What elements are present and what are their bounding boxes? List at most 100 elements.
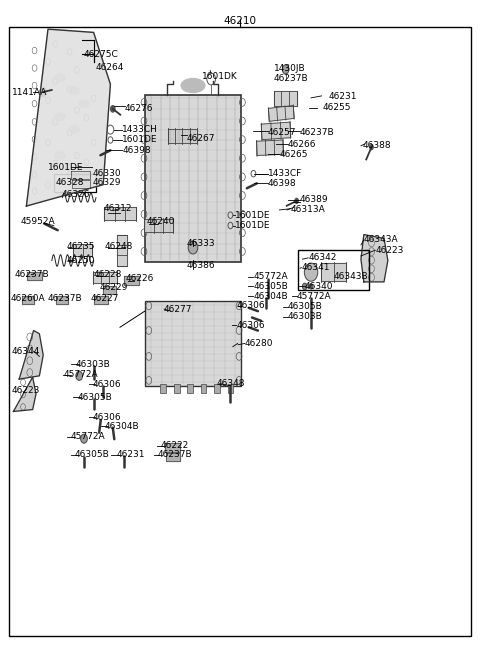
Text: 46255: 46255: [323, 103, 351, 112]
Text: 46389: 46389: [300, 195, 328, 204]
Text: 46229: 46229: [100, 283, 128, 292]
Text: 46276: 46276: [125, 104, 153, 113]
Bar: [228, 384, 233, 393]
Polygon shape: [103, 286, 116, 294]
Text: 46237B: 46237B: [48, 294, 83, 303]
Circle shape: [76, 371, 83, 380]
Bar: [160, 384, 166, 393]
Text: 46305B: 46305B: [74, 450, 109, 459]
Polygon shape: [71, 171, 90, 179]
Bar: [145, 95, 241, 262]
Polygon shape: [165, 443, 180, 452]
Text: 46257: 46257: [268, 128, 296, 137]
Bar: [174, 384, 180, 393]
Text: 45952A: 45952A: [20, 217, 55, 226]
Text: 46237B: 46237B: [157, 450, 192, 459]
Text: 46237B: 46237B: [14, 270, 49, 279]
Polygon shape: [26, 29, 110, 206]
Text: 46304B: 46304B: [253, 292, 288, 301]
Text: 46348: 46348: [217, 379, 245, 388]
Polygon shape: [105, 207, 135, 220]
Text: 45772A: 45772A: [63, 370, 98, 379]
Text: 46223: 46223: [375, 246, 404, 255]
Circle shape: [304, 263, 318, 281]
Text: 46306: 46306: [92, 413, 121, 422]
Text: 1433CF: 1433CF: [268, 169, 302, 178]
Polygon shape: [73, 244, 92, 256]
Text: 46386: 46386: [186, 261, 215, 270]
Polygon shape: [257, 140, 283, 156]
Text: 46330: 46330: [92, 169, 121, 178]
Text: 46303B: 46303B: [76, 360, 110, 369]
Text: 46306: 46306: [236, 301, 265, 310]
Text: 46231: 46231: [329, 92, 357, 101]
Polygon shape: [168, 129, 197, 143]
Polygon shape: [274, 91, 297, 106]
Text: 46235: 46235: [66, 242, 95, 251]
Polygon shape: [94, 296, 108, 304]
Text: 46312: 46312: [103, 204, 132, 213]
Ellipse shape: [181, 78, 205, 93]
Text: 46237B: 46237B: [300, 128, 335, 137]
Text: 46265: 46265: [279, 150, 308, 159]
Polygon shape: [117, 235, 127, 266]
Text: 46231: 46231: [116, 450, 144, 459]
Text: 46260A: 46260A: [11, 294, 45, 303]
Ellipse shape: [69, 87, 80, 95]
Text: 46328: 46328: [55, 178, 84, 187]
Ellipse shape: [79, 100, 89, 108]
Polygon shape: [321, 263, 346, 281]
Polygon shape: [124, 276, 139, 285]
Text: 46227: 46227: [90, 294, 119, 303]
Text: 46326: 46326: [61, 190, 90, 199]
Text: 1430JB: 1430JB: [274, 64, 305, 73]
Text: 46240: 46240: [146, 217, 175, 226]
Circle shape: [81, 434, 87, 443]
Text: 46228: 46228: [94, 270, 122, 279]
Text: 1433CH: 1433CH: [122, 125, 158, 134]
Polygon shape: [268, 106, 294, 121]
Circle shape: [282, 65, 289, 74]
Polygon shape: [13, 377, 36, 411]
Text: 46343B: 46343B: [334, 272, 368, 281]
Polygon shape: [361, 235, 388, 282]
Text: 1601DE: 1601DE: [235, 221, 271, 230]
Text: 46388: 46388: [362, 141, 391, 150]
Text: 46250: 46250: [66, 256, 95, 265]
Circle shape: [369, 144, 374, 150]
Text: 46304B: 46304B: [105, 422, 139, 431]
Polygon shape: [166, 453, 180, 461]
Polygon shape: [144, 219, 173, 232]
Text: 45772A: 45772A: [297, 292, 331, 301]
Circle shape: [302, 283, 307, 290]
Text: 45772A: 45772A: [253, 272, 288, 281]
Text: 46280: 46280: [245, 339, 273, 348]
Text: 46333: 46333: [186, 238, 215, 248]
Text: 46305B: 46305B: [288, 302, 323, 311]
Circle shape: [294, 198, 299, 204]
Text: 46226: 46226: [126, 274, 154, 283]
Polygon shape: [57, 296, 69, 304]
Circle shape: [39, 87, 47, 97]
Bar: [145, 301, 241, 386]
Text: 46329: 46329: [92, 178, 120, 187]
Text: 46223: 46223: [12, 386, 40, 395]
Text: 1141AA: 1141AA: [12, 87, 48, 97]
Ellipse shape: [55, 74, 65, 82]
Text: 1601DE: 1601DE: [48, 163, 84, 172]
Ellipse shape: [69, 126, 80, 133]
Text: 46277: 46277: [163, 305, 192, 314]
Text: 46306: 46306: [92, 380, 121, 389]
Text: 1601DE: 1601DE: [122, 135, 158, 145]
Polygon shape: [72, 180, 90, 188]
Polygon shape: [22, 296, 34, 304]
Text: 46398: 46398: [122, 146, 151, 155]
Text: 46341: 46341: [301, 263, 330, 272]
Text: 1601DK: 1601DK: [202, 72, 237, 81]
Text: 46342: 46342: [308, 253, 336, 262]
Circle shape: [188, 241, 198, 254]
Text: 46275C: 46275C: [84, 50, 119, 59]
Text: 46237B: 46237B: [274, 74, 308, 83]
Bar: [298, 250, 369, 290]
Ellipse shape: [55, 152, 65, 159]
